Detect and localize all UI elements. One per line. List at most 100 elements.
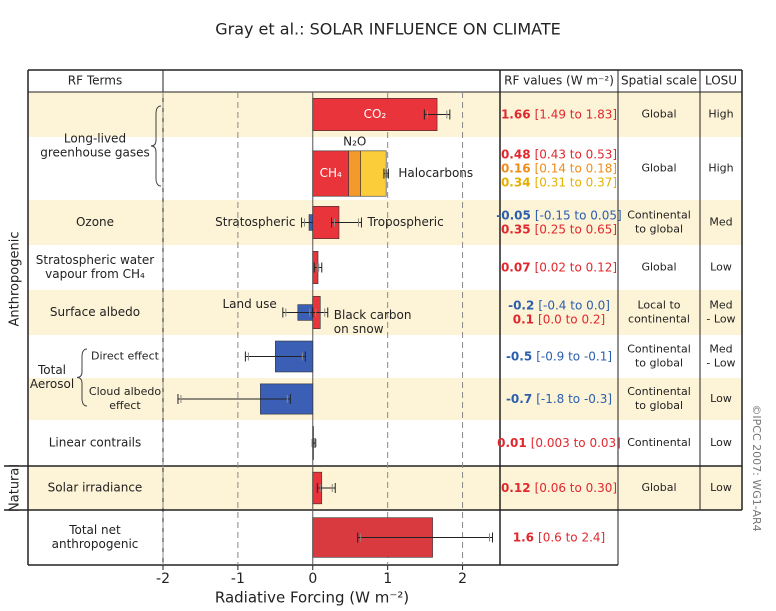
bar-label: Land use	[222, 297, 276, 311]
losu: Low	[710, 392, 732, 405]
bar-label: CH₄	[320, 166, 342, 180]
rf-value-number: 1.66	[501, 107, 531, 121]
row-label: effect	[109, 399, 141, 412]
row-label: Solar irradiance	[48, 481, 143, 495]
bar	[360, 150, 387, 197]
group-label: Total	[37, 363, 66, 377]
section-label: Natural	[8, 464, 23, 512]
losu: High	[708, 162, 733, 175]
rf-value: 0.07 [0.02 to 0.12]	[501, 260, 617, 274]
row-label: Ozone	[76, 215, 114, 229]
row-label: Cloud albedo	[89, 385, 161, 398]
bar	[312, 150, 350, 197]
x-tick-label: -1	[231, 571, 245, 587]
losu: Med	[709, 216, 732, 229]
rf-value: 1.66 [1.49 to 1.83]	[501, 107, 617, 121]
losu: Low	[710, 261, 732, 274]
bar-label: N₂O	[343, 134, 366, 148]
bar-label: Tropospheric	[366, 215, 443, 229]
error-bar	[177, 394, 291, 404]
rf-value: -0.5 [-0.9 to -0.1]	[506, 349, 612, 363]
rf-value-number: -0.5	[506, 349, 532, 363]
spatial-scale: Global	[641, 108, 676, 121]
rf-value: 0.34 [0.31 to 0.37]	[501, 175, 617, 189]
x-tick-label: 1	[383, 571, 392, 587]
rf-value-range: [0.02 to 0.12]	[535, 260, 617, 274]
rf-value-range: [-1.8 to -0.3]	[536, 392, 612, 406]
rf-value-number: 0.16	[501, 161, 531, 175]
rf-value-number: -0.7	[506, 392, 532, 406]
error-bar	[313, 262, 323, 273]
header: LOSU	[705, 74, 737, 88]
brace	[150, 105, 162, 187]
rf-value: -0.2 [-0.4 to 0.0]	[508, 298, 610, 312]
rf-value-range: [0.0 to 0.2]	[538, 312, 605, 326]
rf-value: 0.35 [0.25 to 0.65]	[501, 222, 617, 236]
header: RF Terms	[68, 74, 122, 88]
rf-value: 0.1 [0.0 to 0.2]	[513, 312, 605, 326]
rf-value-range: [0.31 to 0.37]	[535, 175, 617, 189]
rf-value: -0.7 [-1.8 to -0.3]	[506, 392, 612, 406]
spatial-scale: Global	[641, 481, 676, 494]
chart-title: Gray et al.: SOLAR INFLUENCE ON CLIMATE	[215, 20, 561, 39]
losu: High	[708, 108, 733, 121]
spatial-scale: Global	[641, 162, 676, 175]
group-label: greenhouse gases	[40, 146, 150, 160]
rf-value: 0.12 [0.06 to 0.30]	[501, 481, 617, 495]
rf-value-range: [0.6 to 2.4]	[538, 530, 605, 544]
group-label: Long-lived	[64, 132, 126, 146]
x-axis-label: Radiative Forcing (W m⁻²)	[215, 589, 409, 607]
spatial-scale: Continental	[627, 385, 691, 398]
credit: ©IPCC 2007: WG1-AR4	[750, 404, 763, 531]
rf-value-number: 0.12	[501, 481, 531, 495]
row-label: Surface albedo	[50, 305, 140, 319]
spatial-scale: to global	[635, 399, 683, 412]
x-tick-label: 2	[458, 571, 467, 587]
bar	[348, 150, 362, 197]
x-tick-label: -2	[156, 571, 170, 587]
rf-value-range: [-0.9 to -0.1]	[536, 349, 612, 363]
rf-value-number: 0.34	[501, 175, 531, 189]
spatial-scale: Continental	[627, 436, 691, 449]
spatial-scale: Continental	[627, 209, 691, 222]
rf-value: 0.01 [0.003 to 0.03]	[497, 436, 621, 450]
losu: Low	[710, 481, 732, 494]
bar-label: CO₂	[364, 107, 387, 121]
row-label: anthropogenic	[52, 537, 139, 551]
rf-value-range: [0.06 to 0.30]	[535, 481, 617, 495]
bar-label: Halocarbons	[398, 166, 473, 180]
spatial-scale: Local to	[637, 299, 680, 312]
spatial-scale: to global	[635, 357, 683, 370]
losu: - Low	[706, 357, 735, 370]
rf-value-number: 0.35	[501, 222, 531, 236]
row-label: Total net	[68, 523, 121, 537]
losu: Med	[709, 343, 732, 356]
rf-value: 1.6 [0.6 to 2.4]	[513, 530, 605, 544]
spatial-scale: to global	[635, 223, 683, 236]
rf-value-number: 0.07	[501, 260, 531, 274]
error-bar	[311, 438, 317, 448]
rf-value-number: 1.6	[513, 530, 534, 544]
error-bar	[316, 483, 336, 493]
row-band	[28, 466, 742, 510]
rf-value-number: 0.01	[497, 436, 527, 450]
spatial-scale: Continental	[627, 343, 691, 356]
row-label: vapour from CH₄	[45, 267, 145, 281]
rf-value-number: -0.05	[496, 208, 531, 222]
rf-value-range: [0.25 to 0.65]	[535, 222, 617, 236]
row-label: Linear contrails	[49, 436, 142, 450]
section-label: Anthropogenic	[8, 232, 23, 327]
spatial-scale: Global	[641, 261, 676, 274]
bar-label: on snow	[334, 322, 384, 336]
rf-value-number: 0.48	[501, 147, 531, 161]
rf-value: -0.05 [-0.15 to 0.05]	[496, 208, 621, 222]
brace	[76, 348, 88, 407]
header: RF values (W m⁻²)	[504, 74, 614, 88]
error-bar	[244, 351, 306, 362]
row-band	[28, 200, 742, 245]
row-band	[28, 290, 742, 335]
error-bar	[357, 532, 494, 543]
error-bar	[383, 168, 389, 179]
rf-value-range: [0.14 to 0.18]	[535, 161, 617, 175]
